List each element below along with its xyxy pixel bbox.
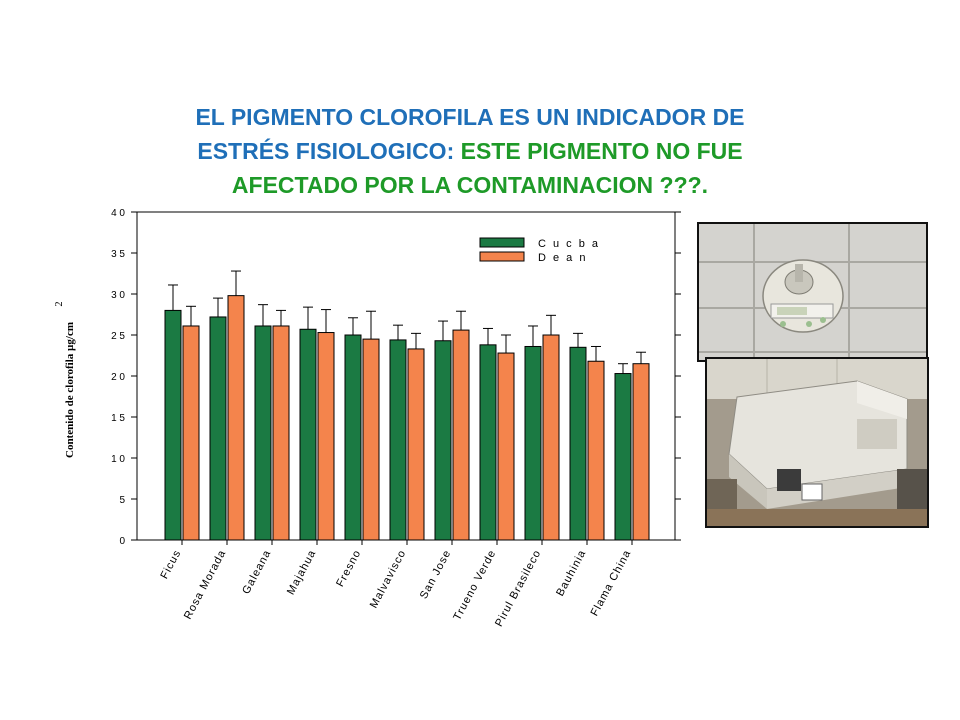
bar-dean — [497, 352, 515, 541]
bar-cucba — [479, 344, 497, 541]
slide-title: EL PIGMENTO CLOROFILA ES UN INDICADOR DE… — [100, 100, 840, 202]
title-line-1: EL PIGMENTO CLOROFILA ES UN INDICADOR DE — [195, 104, 745, 130]
bar-dean — [452, 329, 470, 541]
title-line-2-blue: ESTRÉS FISIOLOGICO: — [197, 138, 461, 164]
y-axis-label-superscript: 2 — [54, 302, 65, 307]
bar-dean — [407, 348, 425, 541]
x-tick-label: Rosa Morada — [182, 548, 229, 622]
bar-cucba — [164, 309, 182, 541]
title-line-3: AFECTADO POR LA CONTAMINACION ???. — [231, 172, 709, 198]
x-tick-label: Majahua — [285, 548, 319, 597]
bar-dean — [182, 325, 200, 541]
x-tick-label: Galeana — [240, 548, 273, 597]
x-tick-label: San Jose — [418, 548, 454, 601]
chlorophyll-meter-image — [699, 224, 926, 360]
x-tick-label: Fresno — [334, 548, 363, 589]
bar-cucba — [614, 373, 632, 541]
x-tick-label: Bauhinia — [554, 548, 588, 599]
y-tick-label: 2 5 — [111, 331, 125, 342]
bar-dean — [632, 363, 650, 541]
y-tick-label: 1 0 — [111, 454, 125, 465]
y-tick-label: 1 5 — [111, 413, 125, 424]
spectrophotometer-photo — [705, 357, 929, 528]
spectrophotometer-image — [707, 359, 927, 526]
bar-dean — [542, 334, 560, 541]
bar-cucba — [569, 346, 587, 541]
bar-dean — [272, 325, 290, 541]
bar-dean — [317, 332, 335, 541]
chlorophyll-meter-photo — [697, 222, 928, 362]
bar-cucba — [389, 339, 407, 541]
bar-dean — [227, 295, 245, 541]
x-tick-label: Flama China — [589, 548, 634, 618]
x-tick-label: Malvavisco — [368, 548, 409, 611]
title-line-2-green: ESTE PIGMENTO NO FUE — [460, 138, 743, 164]
y-tick-label: 0 — [119, 536, 125, 547]
bar-cucba — [344, 334, 362, 541]
legend-label-cucba: C u c b a — [538, 238, 600, 250]
y-tick-label: 3 0 — [111, 290, 125, 301]
y-tick-label: 2 0 — [111, 372, 125, 383]
legend-swatch-dean — [479, 251, 525, 262]
y-tick-label: 4 0 — [111, 208, 125, 219]
legend-swatch-cucba — [479, 237, 525, 248]
x-tick-label: Ficus — [158, 548, 183, 581]
bar-cucba — [434, 340, 452, 541]
y-tick-label: 5 — [119, 495, 125, 506]
bar-cucba — [209, 316, 227, 541]
bar-cucba — [254, 325, 272, 541]
y-axis-label: Contenido de clorofila µg/cm — [64, 322, 76, 458]
bar-dean — [362, 338, 380, 541]
legend-label-dean: D e a n — [538, 252, 587, 264]
bar-cucba — [524, 345, 542, 541]
x-tick-label: Pirul Brasileco — [493, 548, 544, 629]
bar-cucba — [299, 328, 317, 541]
y-tick-label: 3 5 — [111, 249, 125, 260]
title-line-2: ESTRÉS FISIOLOGICO: ESTE PIGMENTO NO FUE — [100, 134, 840, 168]
x-tick-label: Trueno Verde — [451, 548, 498, 623]
bar-dean — [587, 360, 605, 541]
